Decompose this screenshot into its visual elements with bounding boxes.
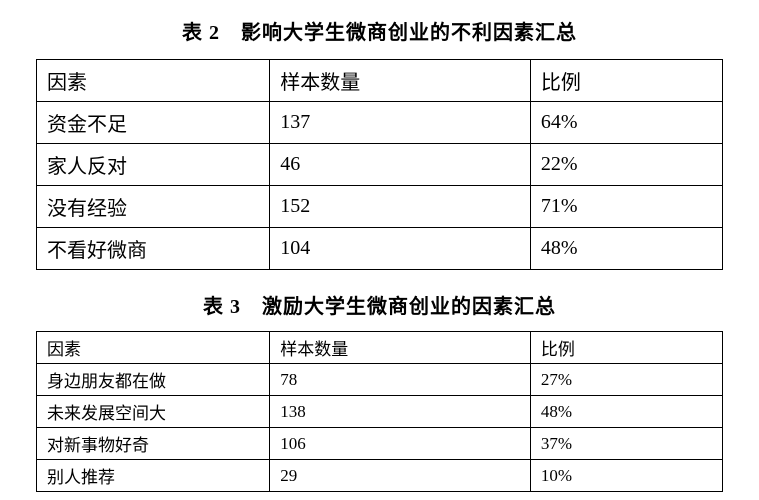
table-row: 资金不足 137 64% [37, 102, 723, 144]
table-row: 对新事物好奇 106 37% [37, 428, 723, 460]
table-row: 因素 样本数量 比例 [37, 60, 723, 102]
col-header-ratio: 比例 [530, 332, 722, 364]
table-row: 因素 样本数量 比例 [37, 332, 723, 364]
table-row: 身边朋友都在做 78 27% [37, 364, 723, 396]
cell-sample: 78 [270, 364, 531, 396]
cell-sample: 104 [270, 228, 531, 270]
table-row: 没有经验 152 71% [37, 186, 723, 228]
cell-ratio: 71% [530, 186, 722, 228]
cell-ratio: 37% [530, 428, 722, 460]
cell-factor: 别人推荐 [37, 460, 270, 492]
cell-factor: 不看好微商 [37, 228, 270, 270]
cell-sample: 152 [270, 186, 531, 228]
cell-factor: 没有经验 [37, 186, 270, 228]
table-3: 因素 样本数量 比例 身边朋友都在做 78 27% 未来发展空间大 138 48… [36, 331, 723, 492]
cell-ratio: 64% [530, 102, 722, 144]
cell-sample: 29 [270, 460, 531, 492]
cell-sample: 106 [270, 428, 531, 460]
table-row: 家人反对 46 22% [37, 144, 723, 186]
cell-factor: 身边朋友都在做 [37, 364, 270, 396]
cell-factor: 资金不足 [37, 102, 270, 144]
table-2-title: 表 2 影响大学生微商创业的不利因素汇总 [36, 16, 723, 45]
cell-factor: 未来发展空间大 [37, 396, 270, 428]
table-3-title: 表 3 激励大学生微商创业的因素汇总 [36, 290, 723, 319]
col-header-factor: 因素 [37, 332, 270, 364]
cell-sample: 137 [270, 102, 531, 144]
cell-ratio: 48% [530, 228, 722, 270]
cell-ratio: 10% [530, 460, 722, 492]
table-row: 别人推荐 29 10% [37, 460, 723, 492]
cell-factor: 对新事物好奇 [37, 428, 270, 460]
col-header-sample: 样本数量 [270, 332, 531, 364]
col-header-ratio: 比例 [530, 60, 722, 102]
cell-ratio: 27% [530, 364, 722, 396]
col-header-sample: 样本数量 [270, 60, 531, 102]
cell-ratio: 22% [530, 144, 722, 186]
table-row: 未来发展空间大 138 48% [37, 396, 723, 428]
table-row: 不看好微商 104 48% [37, 228, 723, 270]
cell-ratio: 48% [530, 396, 722, 428]
cell-factor: 家人反对 [37, 144, 270, 186]
col-header-factor: 因素 [37, 60, 270, 102]
table-2: 因素 样本数量 比例 资金不足 137 64% 家人反对 46 22% 没有经验… [36, 59, 723, 270]
cell-sample: 138 [270, 396, 531, 428]
cell-sample: 46 [270, 144, 531, 186]
